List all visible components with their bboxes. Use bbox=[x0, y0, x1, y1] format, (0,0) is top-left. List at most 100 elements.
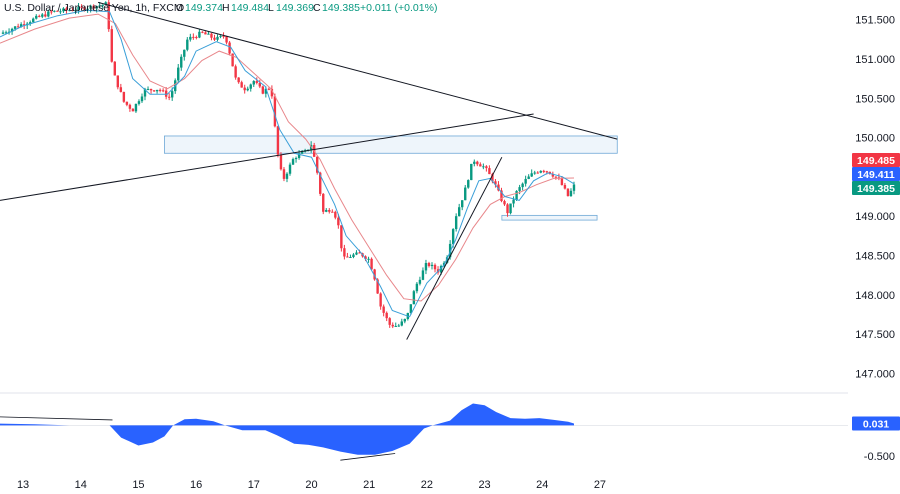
candle-body bbox=[376, 279, 379, 294]
candle-body bbox=[400, 321, 403, 326]
candle-body bbox=[457, 207, 461, 217]
candle-body bbox=[68, 10, 71, 12]
candle-body bbox=[116, 75, 120, 88]
candle-body bbox=[59, 11, 62, 13]
trendline bbox=[0, 113, 534, 201]
price-tick-label: 149.000 bbox=[855, 211, 895, 223]
candle-body bbox=[379, 293, 382, 307]
candle-body bbox=[427, 263, 431, 267]
price-tick-label: 151.000 bbox=[855, 54, 895, 66]
candle-body bbox=[569, 190, 573, 197]
candle-body bbox=[518, 187, 521, 191]
candle-body bbox=[451, 229, 455, 244]
candle-body bbox=[237, 77, 240, 83]
candle-body bbox=[382, 306, 385, 313]
header-low-value: 149.369 bbox=[276, 2, 314, 14]
candle-body bbox=[282, 169, 286, 179]
candle-body bbox=[328, 209, 331, 212]
candle-body bbox=[32, 18, 35, 23]
candle-body bbox=[349, 257, 352, 259]
candle-body bbox=[29, 22, 32, 24]
candle-body bbox=[352, 254, 355, 258]
price-badge bbox=[852, 153, 900, 167]
candle-body bbox=[370, 258, 373, 270]
candle-body bbox=[255, 81, 258, 83]
candle-body bbox=[201, 31, 204, 33]
zone-rect bbox=[501, 214, 598, 221]
candle-body bbox=[521, 183, 524, 188]
candle-body bbox=[412, 291, 416, 305]
header-open-value: 149.374 bbox=[185, 2, 223, 14]
candle-body bbox=[464, 187, 467, 201]
candle-body bbox=[300, 151, 304, 154]
candle-body bbox=[35, 15, 38, 19]
zone-rect bbox=[164, 135, 618, 154]
price-tick-label: 148.500 bbox=[855, 250, 895, 262]
candle-body bbox=[77, 6, 80, 11]
candle-body bbox=[403, 318, 407, 322]
candle-body bbox=[146, 88, 150, 90]
candle-body bbox=[385, 312, 388, 319]
candle-body bbox=[167, 96, 171, 98]
candle-body bbox=[394, 325, 397, 327]
candle-body bbox=[497, 184, 500, 191]
candle-body bbox=[367, 258, 370, 260]
price-badges: 149.485 149.411 149.385 bbox=[852, 153, 900, 195]
candle-body bbox=[158, 89, 162, 91]
candle-body bbox=[213, 37, 216, 40]
candle-body bbox=[448, 243, 452, 258]
candle-body bbox=[337, 217, 340, 226]
candle-body bbox=[89, 5, 92, 9]
candle-body bbox=[228, 42, 231, 54]
candle-body bbox=[41, 14, 44, 17]
candle-body bbox=[10, 28, 14, 32]
price-tick-label: 147.000 bbox=[855, 368, 895, 380]
candle-body bbox=[267, 88, 271, 90]
candle-body bbox=[164, 90, 168, 97]
candle-body bbox=[195, 37, 198, 39]
candle-body bbox=[16, 26, 20, 28]
time-axis-ticks[interactable]: 13 14 15 16 17 20 21 22 23 24 27 bbox=[17, 479, 606, 491]
candle-body bbox=[461, 200, 464, 208]
candle-body bbox=[189, 36, 192, 40]
candle-body bbox=[373, 269, 376, 280]
candle-body bbox=[149, 88, 153, 91]
candle-body bbox=[566, 188, 570, 197]
candle-body bbox=[210, 33, 213, 38]
candle-body bbox=[207, 33, 210, 35]
candle-body bbox=[246, 88, 249, 91]
candle-body bbox=[509, 203, 512, 214]
candle-body bbox=[421, 270, 425, 280]
time-tick-label: 27 bbox=[594, 479, 606, 491]
price-tick-label: 150.500 bbox=[855, 93, 895, 105]
indicator-badge-label: 0.031 bbox=[863, 419, 889, 431]
candle-body bbox=[134, 103, 138, 112]
candle-body bbox=[152, 90, 156, 92]
price-axis-ticks[interactable]: 151.500 151.000 150.500 150.000 149.000 148.5… bbox=[855, 15, 895, 381]
candle-body bbox=[415, 283, 419, 292]
candle-body bbox=[424, 263, 428, 271]
candle-body bbox=[113, 61, 116, 76]
candle-body bbox=[125, 101, 129, 105]
header-low-label: L bbox=[268, 2, 274, 14]
candle-body bbox=[264, 88, 268, 94]
time-tick-label: 24 bbox=[536, 479, 548, 491]
candle-body bbox=[488, 168, 491, 175]
candle-body bbox=[140, 96, 144, 102]
candle-body bbox=[539, 170, 542, 173]
candle-body bbox=[536, 172, 539, 174]
candle-body bbox=[530, 173, 533, 177]
time-tick-label: 23 bbox=[478, 479, 490, 491]
candle-body bbox=[563, 185, 567, 189]
header-symbol: U.S. Dollar / Japanese Yen, 1h, FXCM bbox=[4, 2, 183, 14]
candle-body bbox=[322, 193, 325, 212]
candle-body bbox=[346, 256, 349, 258]
candle-body bbox=[186, 39, 189, 50]
candle-body bbox=[285, 173, 289, 179]
candle-body bbox=[19, 24, 23, 28]
candle-body bbox=[542, 170, 545, 172]
trendline bbox=[97, 1, 618, 140]
candle-body bbox=[62, 8, 65, 12]
candle-body bbox=[527, 176, 530, 179]
